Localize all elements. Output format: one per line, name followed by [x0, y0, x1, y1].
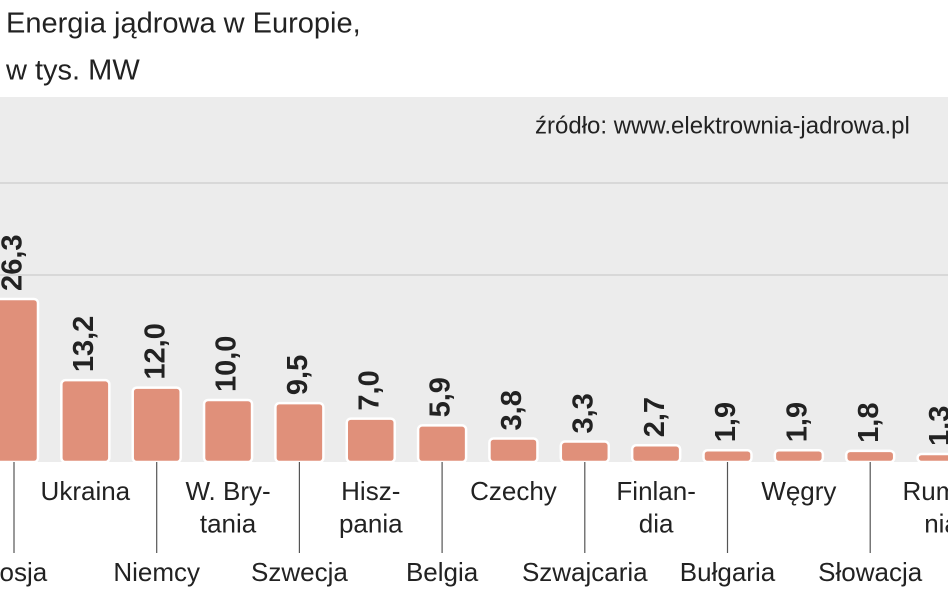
x-tick-label: Czechy — [470, 476, 557, 506]
bar — [559, 440, 611, 464]
bar — [702, 448, 753, 464]
bar — [202, 398, 254, 464]
x-tick-label: Rumu-nia — [903, 476, 948, 539]
x-tick-label: Szwajcaria — [522, 557, 648, 587]
chart-subtitle: w tys. MW — [5, 55, 140, 87]
value-label: 9,5 — [282, 355, 314, 395]
x-tick-label: Hisz-pania — [339, 476, 403, 539]
value-label: 3,8 — [496, 390, 528, 430]
bar — [916, 452, 948, 464]
x-tick-label: Węgry — [761, 476, 836, 506]
x-tick-label: Belgia — [406, 557, 479, 587]
bar — [274, 401, 325, 464]
value-label: 12,0 — [139, 323, 171, 379]
x-tick-label: Słowacja — [818, 557, 923, 587]
value-label: 13,2 — [68, 316, 100, 372]
x-tick-label: Niemcy — [113, 557, 200, 587]
source: źródło: www.elektrownia-jadrowa.pl — [535, 112, 910, 139]
value-label: 1,8 — [853, 403, 885, 443]
bar — [60, 378, 111, 464]
value-label: 1,9 — [710, 402, 742, 442]
bar — [844, 449, 896, 464]
bar — [416, 424, 468, 464]
x-tick-label: W. Bry-tania — [185, 476, 270, 539]
bar — [345, 417, 396, 464]
x-tick-label: Ukraina — [41, 476, 131, 506]
bar — [131, 386, 182, 464]
x-tick-label: Szwecja — [251, 557, 348, 587]
value-label: 7,0 — [353, 370, 385, 410]
value-label: 3,3 — [567, 393, 599, 433]
bar — [488, 437, 539, 464]
x-tick-label: Rosja — [0, 557, 48, 587]
chart-title: Energia jądrowa w Europie, — [6, 8, 361, 40]
value-label: 2,7 — [639, 397, 671, 437]
value-label: 26,3 — [0, 234, 29, 290]
bar — [773, 448, 825, 464]
value-label: 1,3 — [924, 406, 948, 446]
value-label: 10,0 — [211, 336, 243, 392]
bar — [630, 444, 682, 464]
x-tick-label: Finlan-dia — [616, 476, 695, 539]
x-tick-label: Bułgaria — [680, 557, 776, 587]
value-label: 5,9 — [425, 377, 457, 417]
bar — [0, 297, 40, 464]
value-label: 1,9 — [782, 402, 814, 442]
